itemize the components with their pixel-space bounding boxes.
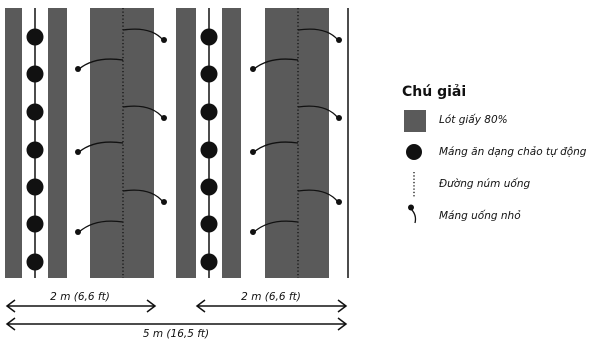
drinker-tube — [78, 141, 124, 153]
drinker-cup — [250, 229, 256, 235]
dim-right-arrow-start — [195, 299, 206, 313]
drinker-tube — [78, 220, 124, 233]
feeder-pan — [200, 103, 218, 121]
paper-strip-5 — [222, 8, 241, 278]
feeder-pan — [200, 253, 218, 271]
legend-label-paper: Lót giấy 80% — [439, 114, 508, 126]
drinker-tube — [253, 141, 299, 153]
drinker-tube — [297, 189, 339, 203]
hook-cup-icon — [408, 204, 417, 224]
drinker-cup — [336, 199, 342, 205]
drinker-cup — [250, 66, 256, 72]
drinker-cup — [75, 149, 81, 155]
legend: Chú giải Lót giấy 80% Máng ăn dạng chảo … — [402, 84, 588, 236]
drinker-tube — [297, 28, 339, 41]
feeder-pan — [26, 103, 44, 121]
dim-left-arrow-start — [5, 299, 16, 313]
dim-left-label: 2 m (6,6 ft) — [50, 291, 110, 303]
drinker-cup — [161, 37, 167, 43]
drinker-cup — [336, 115, 342, 121]
dim-right-arrow-end — [337, 299, 348, 313]
dim-total-arrow-start — [5, 317, 16, 331]
feeder-pan — [26, 253, 44, 271]
paper-strip-2 — [48, 8, 67, 278]
drinker-tube — [297, 105, 339, 119]
drinker-cup — [336, 37, 342, 43]
feeder-pan — [26, 65, 44, 83]
gray-rectangle-icon — [404, 110, 426, 132]
drinker-cup — [161, 199, 167, 205]
drinker-tube — [253, 58, 299, 70]
feeder-pan — [26, 28, 44, 46]
drinker-cup — [250, 149, 256, 155]
feeder-pan — [200, 178, 218, 196]
feeder-pan — [26, 178, 44, 196]
feeder-pan — [200, 215, 218, 233]
legend-label-drinker: Máng uống nhỏ — [439, 210, 521, 222]
dim-total-arrow-end — [337, 317, 348, 331]
paper-strip-1 — [5, 8, 22, 278]
feeder-pan — [200, 141, 218, 159]
paper-strip-4 — [176, 8, 196, 278]
drinker-cup — [161, 115, 167, 121]
drinker-tube — [122, 105, 164, 119]
black-dot-icon — [406, 144, 422, 160]
drinker-tube — [122, 189, 164, 203]
drinker-cup — [75, 66, 81, 72]
feeder-pan — [200, 28, 218, 46]
feeder-pan — [26, 215, 44, 233]
drinker-tube — [253, 220, 299, 233]
dim-right-label: 2 m (6,6 ft) — [241, 291, 301, 303]
dotted-line-icon — [413, 172, 415, 198]
dimension-annotations: 2 m (6,6 ft) 2 m (6,6 ft) 5 m (16,5 ft) — [5, 291, 348, 340]
feeder-pan — [26, 141, 44, 159]
drinker-tube — [78, 58, 124, 70]
dim-total-label: 5 m (16,5 ft) — [143, 328, 209, 340]
legend-item-nipple-line: Đường núm uống — [402, 172, 588, 204]
legend-item-paper: Lót giấy 80% — [402, 108, 588, 140]
legend-label-feeder: Máng ăn dạng chảo tự động — [439, 146, 587, 158]
legend-item-drinker: Máng uống nhỏ — [402, 204, 588, 236]
legend-label-nipple-line: Đường núm uống — [439, 178, 531, 190]
feeder-pan — [200, 65, 218, 83]
legend-title: Chú giải — [402, 84, 467, 100]
drinker-cup — [75, 229, 81, 235]
drinker-tube — [122, 28, 164, 41]
floor-layout — [5, 8, 349, 278]
legend-item-feeder: Máng ăn dạng chảo tự động — [402, 140, 588, 172]
dim-left-arrow-end — [146, 299, 157, 313]
